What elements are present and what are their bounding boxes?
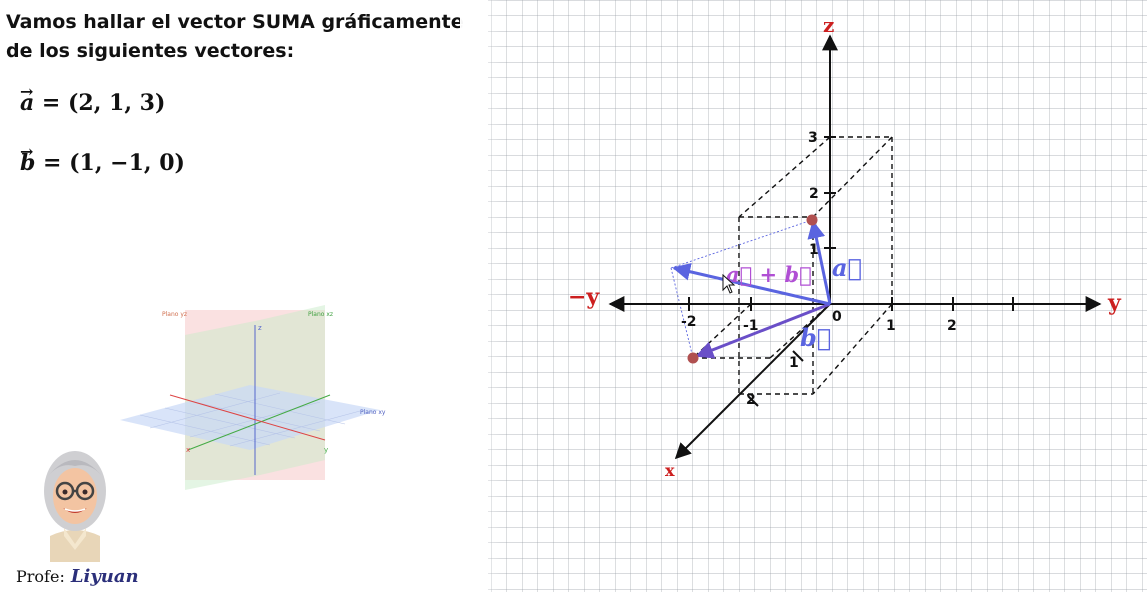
z-tick-label: 2 bbox=[809, 186, 819, 202]
vector-a-components: = (2, 1, 3) bbox=[34, 90, 166, 116]
point-b-end bbox=[687, 352, 699, 364]
parallelogram-guides bbox=[670, 219, 813, 359]
arrow-icon: → bbox=[20, 82, 34, 101]
teacher-avatar bbox=[44, 451, 106, 562]
point-a-end bbox=[806, 214, 818, 226]
author-label: Profe: bbox=[16, 567, 65, 586]
vector-b-label: b⃗ bbox=[800, 323, 831, 352]
origin-label: 0 bbox=[832, 309, 842, 325]
x-tick-label: 2 bbox=[746, 392, 756, 408]
y-tick-label: 1 bbox=[886, 318, 896, 334]
vector-a-label: a⃗ bbox=[832, 253, 862, 282]
mouse-cursor-icon bbox=[722, 273, 736, 294]
negative-y-axis-label: −y bbox=[568, 284, 600, 310]
plane-xy-label: Plano xy bbox=[360, 409, 386, 416]
plane-xz-label: Plano xz bbox=[308, 311, 333, 318]
axis-labels: z y −y x bbox=[568, 13, 1122, 480]
illustration-axis-x-label: x bbox=[186, 446, 190, 454]
vector-b-components: = (1, −1, 0) bbox=[35, 150, 185, 176]
tick-labels: 3 2 1 -2 -1 1 2 0 1 2 bbox=[681, 130, 957, 408]
author-credit: Profe: Liyuan bbox=[16, 566, 139, 587]
axes bbox=[608, 34, 1102, 460]
sum-vector-label: a⃗ + b⃗ bbox=[726, 262, 812, 287]
vector-sum-graph: 3 2 1 -2 -1 1 2 0 1 2 z y −y x a⃗ + b⃗ a… bbox=[460, 0, 1147, 592]
vector-b-arrow bbox=[695, 302, 831, 359]
vector-a-arrow bbox=[807, 220, 832, 305]
tick-marks bbox=[688, 136, 1014, 407]
vector-b-definition: → b = (1, −1, 0) bbox=[20, 142, 185, 177]
z-tick-label: 1 bbox=[809, 242, 819, 258]
y-axis-label: y bbox=[1107, 290, 1122, 316]
x-axis-label: x bbox=[665, 461, 675, 480]
plane-yz-label: Plano yz bbox=[162, 311, 187, 318]
x-tick-label: 1 bbox=[789, 355, 799, 371]
y-tick-label: -1 bbox=[743, 318, 759, 334]
exercise-title: Vamos hallar el vector SUMA gráficamente… bbox=[6, 11, 464, 62]
y-tick-label: 2 bbox=[947, 318, 957, 334]
illustration-axis-y-label: y bbox=[324, 446, 328, 454]
vector-a-symbol: → a bbox=[20, 82, 35, 117]
z-tick-label: 3 bbox=[808, 130, 818, 146]
author-name: Liyuan bbox=[70, 566, 139, 587]
illustration-axis-z-label: z bbox=[258, 324, 262, 332]
vector-b-symbol: → b bbox=[20, 142, 36, 177]
x-axis bbox=[674, 303, 831, 460]
y-tick-label: -2 bbox=[681, 314, 697, 330]
left-panel: Vamos hallar el vector SUMA gráficamente… bbox=[0, 0, 480, 592]
vector-a-definition: → a = (2, 1, 3) bbox=[20, 82, 166, 117]
z-axis-label: z bbox=[823, 13, 834, 37]
sum-vector-arrow bbox=[672, 262, 831, 306]
coordinate-planes-illustration: Plano yz Plano xz Plano xy z x y bbox=[120, 305, 386, 490]
arrow-icon: → bbox=[20, 142, 34, 161]
